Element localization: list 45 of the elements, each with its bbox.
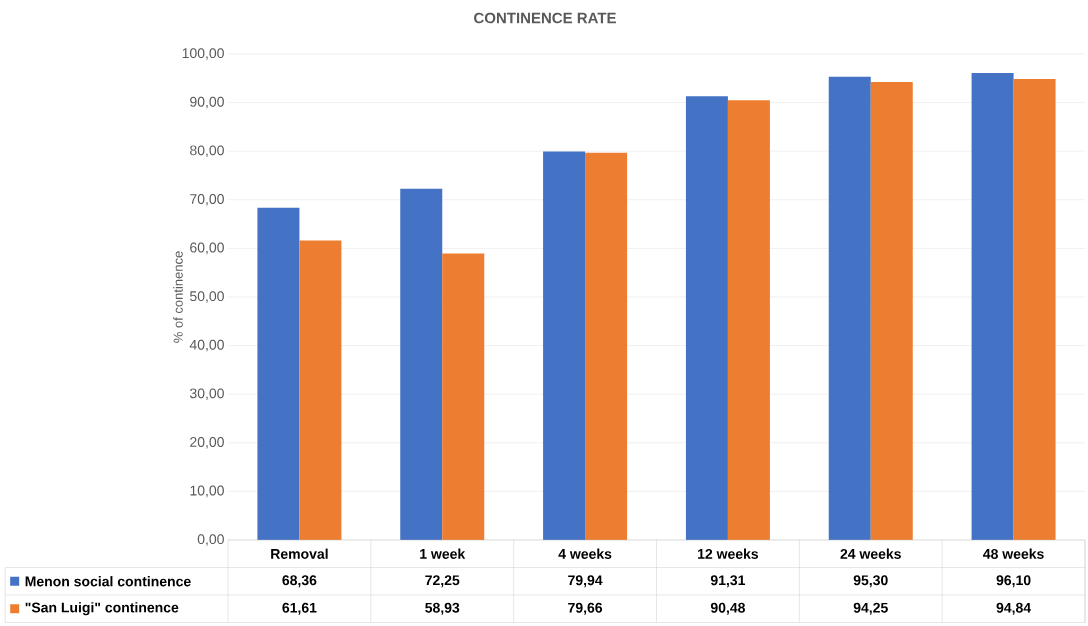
y-axis-title: % of continence	[173, 251, 183, 343]
bar	[442, 253, 485, 540]
y-tick-label: 40,00	[189, 339, 224, 352]
bar	[1013, 79, 1056, 540]
y-tick-label: 10,00	[190, 485, 224, 498]
chart-title: CONTINENCE RATE	[474, 12, 616, 24]
y-tick-label: 70,00	[190, 194, 224, 206]
data-label: 94,25	[853, 602, 888, 615]
x-tick-label: 48 weeks	[983, 548, 1044, 559]
x-tick-label: 4 weeks	[558, 548, 612, 559]
y-tick-label: 50,00	[190, 291, 224, 303]
y-tick-label: 30,00	[189, 388, 224, 400]
y-tick-label: 20,00	[190, 436, 224, 449]
data-label: 94,84	[996, 602, 1032, 615]
data-label: 96,10	[996, 575, 1031, 588]
data-label: 58,93	[425, 602, 460, 615]
data-label: 79,66	[568, 602, 603, 615]
y-tick-label: 60,00	[190, 242, 224, 255]
data-label: 61,61	[282, 602, 317, 615]
data-label: 72,25	[425, 575, 460, 588]
y-tick-label: 0,00	[197, 534, 224, 546]
bar	[870, 81, 913, 540]
data-label: 68,36	[282, 575, 317, 588]
data-label: 95,30	[853, 575, 888, 588]
bar	[400, 188, 443, 540]
x-tick-label: 1 week	[420, 548, 466, 559]
data-label: 91,31	[710, 575, 746, 588]
bar	[585, 152, 628, 540]
x-tick-label: 24 weeks	[840, 548, 901, 559]
y-tick-label: 100,00	[182, 48, 224, 60]
bar	[971, 72, 1014, 540]
x-tick-label: Removal	[271, 548, 328, 559]
bar	[828, 76, 871, 540]
y-tick-label: 90,00	[190, 96, 224, 109]
data-label: 79,94	[568, 575, 603, 588]
bar	[727, 100, 770, 540]
y-tick-label: 80,00	[190, 145, 224, 157]
legend-label: Menon social continence	[25, 576, 191, 587]
legend-label: "San Luigi" continence	[25, 602, 179, 616]
x-tick-label: 12 weeks	[698, 548, 759, 559]
bar	[299, 240, 342, 540]
bar	[257, 207, 300, 540]
bar	[685, 96, 728, 540]
data-label: 90,48	[710, 602, 745, 615]
bar	[543, 151, 586, 540]
